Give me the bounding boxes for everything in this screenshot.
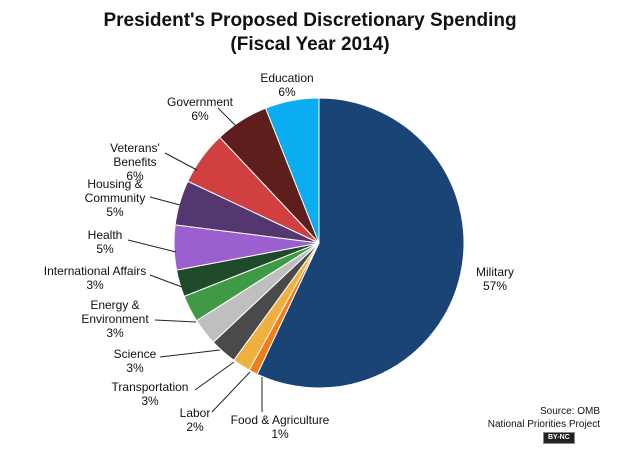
source-org: National Priorities Project [487,419,600,430]
slice-label: Transportation 3% [105,380,195,408]
pie-slice [264,97,320,244]
slice-label: Science 3% [105,347,165,375]
leader-line [149,274,183,288]
value-label: 6% [278,85,296,99]
value-label: 6% [191,109,209,123]
slice-label: Education 6% [252,71,322,99]
pie-slice [256,97,465,389]
leader-line [164,152,198,171]
slice-label: Housing & Community 5% [80,177,150,219]
leader-line [194,361,235,391]
slice-label: Food & Agriculture 1% [225,413,335,441]
category-label: Government [166,95,234,109]
value-label: 3% [86,278,104,292]
category-label: Military [476,265,514,279]
category-label: Housing & Community [84,177,146,205]
chart-subtitle: (Fiscal Year 2014) [230,34,390,55]
leader-line [154,319,197,323]
value-label: 5% [106,205,124,219]
category-label: Food & Agriculture [230,413,330,427]
category-label: Health [87,228,123,242]
value-label: 1% [271,427,289,441]
leader-line [127,239,177,253]
slice-label: Health 5% [80,228,130,256]
source: Source: OMB [539,406,600,417]
slice-label: Government 6% [160,95,240,123]
category-label: Education [260,71,314,85]
leader-line [217,107,237,127]
value-label: 5% [96,242,114,256]
value-label: 6% [126,169,144,183]
slice-label: Labor 2% [175,406,215,434]
leader-line [159,349,221,358]
value-label: 3% [141,394,159,408]
value-label: 2% [186,420,204,434]
chart-title: President's Proposed Discretionary Spend… [103,10,517,31]
leader-line [211,371,251,413]
category-label: Transportation [111,380,189,394]
license-badge: BY-NC [543,432,575,444]
leader-line [149,196,181,206]
value-label: 3% [106,326,124,340]
slice-label: Energy & Environment 3% [75,298,155,340]
slice-label: Military 57% [465,265,525,293]
value-label: 3% [126,361,144,375]
category-label: Energy & Environment [81,298,149,326]
slice-label: Veterans' Benefits 6% [95,141,175,183]
category-label: Labor [179,406,211,420]
category-label: Veterans' Benefits [110,141,160,169]
slice-label: International Affairs 3% [40,264,150,292]
category-label: International Affairs [43,264,147,278]
value-label: 57% [482,279,508,293]
category-label: Science [113,347,157,361]
